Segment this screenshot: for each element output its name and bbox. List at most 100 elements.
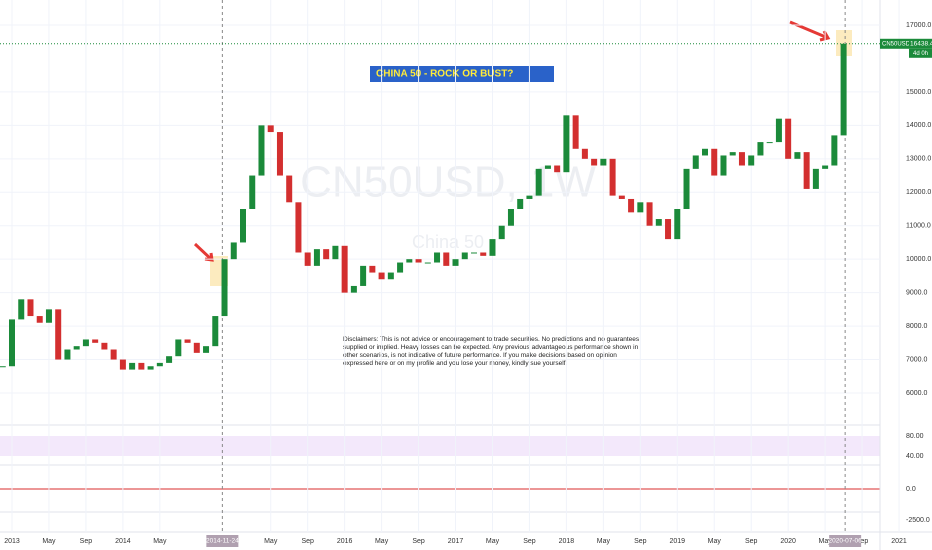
candle <box>711 148 718 176</box>
symbol-label: CN50USD <box>882 41 911 47</box>
candle <box>27 299 34 317</box>
candle <box>674 209 681 240</box>
x-tick-label: Sep <box>80 538 93 545</box>
candle <box>507 209 514 226</box>
countdown-label: 4d 0h <box>913 51 928 57</box>
candle <box>101 342 108 350</box>
candle <box>378 272 385 280</box>
y-tick-label: 11000.0 <box>906 223 931 230</box>
x-tick-label: 2018 <box>559 538 575 545</box>
candle <box>554 165 561 173</box>
candle <box>471 252 477 254</box>
candle <box>175 339 182 357</box>
y-tick-label: 14000.0 <box>906 122 931 129</box>
pane-tick-label: -2500.0 <box>906 517 930 524</box>
x-tick-label: May <box>597 538 611 545</box>
highlight <box>836 30 852 56</box>
candle <box>249 175 256 209</box>
candle <box>166 356 173 363</box>
disclaimer-box: Disclaimers: This is not advice or encou… <box>343 336 640 367</box>
candle <box>9 319 15 367</box>
x-tick-label: 2016 <box>337 538 353 545</box>
title-box <box>370 66 554 82</box>
y-tick-label: 15000.0 <box>906 89 931 96</box>
candle <box>18 299 25 320</box>
x-tick-label: May <box>486 538 500 545</box>
candle <box>443 252 450 266</box>
y-tick-label: 13000.0 <box>906 156 931 163</box>
candle <box>138 362 145 370</box>
price-tag <box>909 38 932 49</box>
candle <box>304 252 311 266</box>
price-label: 16438.4 <box>910 41 932 48</box>
candle <box>203 346 210 353</box>
symbol-tag <box>880 38 909 49</box>
candle <box>212 316 219 347</box>
pane-tick-label: 80.00 <box>906 433 924 440</box>
candle <box>563 115 570 173</box>
candle <box>738 152 745 166</box>
candle <box>517 198 524 209</box>
marker-label-bg <box>829 535 862 547</box>
candle <box>82 339 89 347</box>
candle <box>665 219 672 240</box>
candle <box>276 132 283 176</box>
candle <box>369 265 376 273</box>
watermark-sub: China 50 <box>412 232 484 252</box>
marker-label-bg <box>206 535 239 547</box>
candle <box>720 155 727 176</box>
candle <box>600 158 607 166</box>
candle <box>0 366 6 368</box>
candle <box>295 202 302 253</box>
candle <box>258 125 265 176</box>
candle <box>424 262 431 264</box>
candle <box>840 43 847 136</box>
x-tick-label: Sep <box>412 538 425 545</box>
y-tick-label: 6000.0 <box>906 390 928 397</box>
candle <box>332 245 339 260</box>
candle <box>572 115 579 149</box>
x-tick-label: Sep <box>856 538 869 545</box>
x-tick-label: May <box>819 538 833 545</box>
candle <box>646 202 653 226</box>
candle <box>36 316 43 323</box>
candle <box>692 155 699 169</box>
candle <box>581 148 588 159</box>
candle <box>119 359 126 370</box>
candle <box>147 366 154 370</box>
y-tick-label: 8000.0 <box>906 323 928 330</box>
x-tick-label: 2021 <box>891 538 907 545</box>
x-tick-label: 2014 <box>115 538 131 545</box>
candle <box>822 165 829 169</box>
candle <box>683 168 690 209</box>
candle <box>313 249 320 266</box>
x-tick-label: 2013 <box>4 538 20 545</box>
y-tick-label: 7000.0 <box>906 356 928 363</box>
candle <box>55 309 62 360</box>
x-tick-label: 2017 <box>448 538 464 545</box>
candle <box>434 252 441 263</box>
candle <box>230 242 237 260</box>
x-tick-label: May <box>264 538 278 545</box>
candle <box>591 158 598 166</box>
candle <box>775 118 782 143</box>
candle <box>129 362 136 370</box>
candle <box>609 158 616 196</box>
x-tick-label: May <box>153 538 167 545</box>
candle <box>757 142 764 156</box>
x-tick-label: May <box>42 538 56 545</box>
candle <box>110 349 117 360</box>
candle <box>415 259 422 263</box>
y-tick-label: 9000.0 <box>906 289 928 296</box>
x-tick-label: Sep <box>523 538 536 545</box>
candle <box>618 195 625 199</box>
candle <box>831 135 838 166</box>
candle <box>637 202 644 213</box>
y-tick-label: 12000.0 <box>906 189 931 196</box>
disclaimer: Disclaimers: This is not advice or encou… <box>343 336 640 367</box>
x-tick-label: Sep <box>634 538 647 545</box>
candle <box>406 259 413 263</box>
